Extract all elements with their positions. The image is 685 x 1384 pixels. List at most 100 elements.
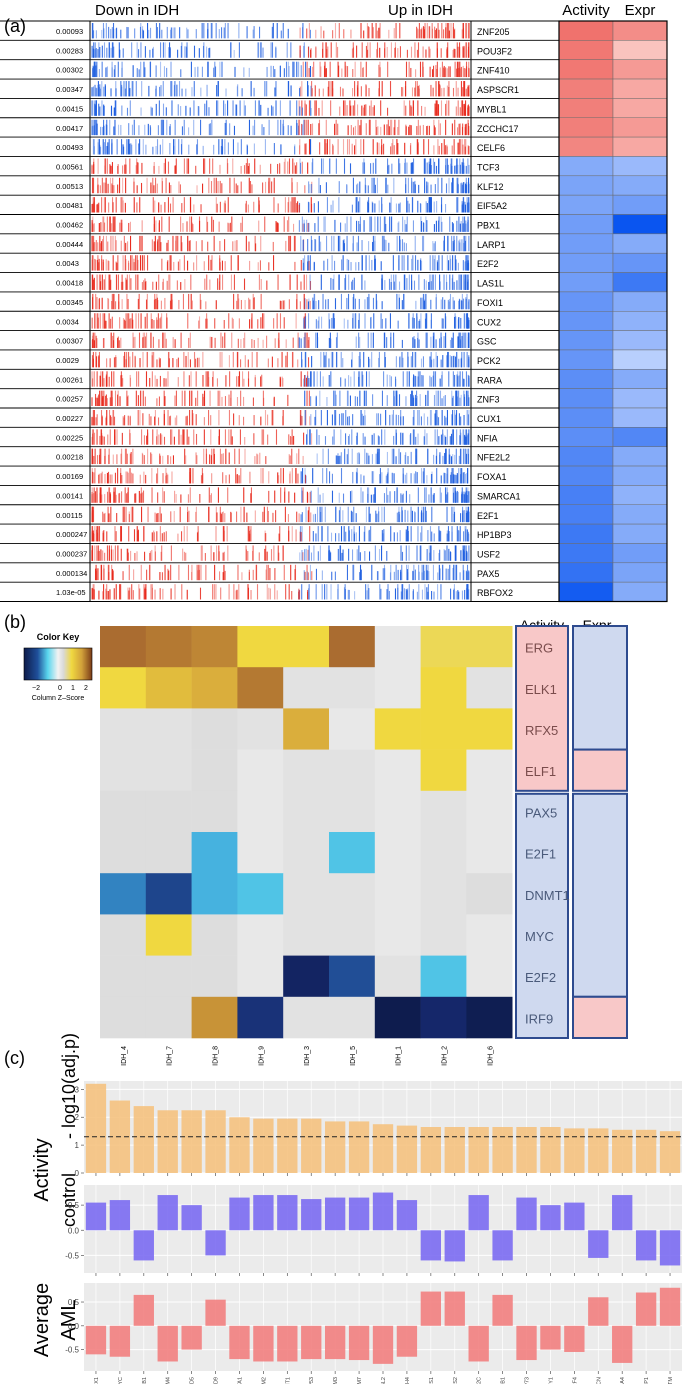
activity-expr-heatmap: [558, 20, 668, 603]
category-label: SMARCA4: [620, 1377, 626, 1384]
heat-cell: [612, 330, 668, 351]
y-tick-label: 0.0: [68, 1322, 80, 1331]
bar: [588, 1128, 609, 1173]
bar: [396, 1325, 418, 1357]
heat-cell: [612, 543, 668, 564]
pvalue-label: 0.00257: [56, 395, 83, 404]
bar: [659, 1287, 681, 1326]
zscore-cell: [145, 708, 192, 750]
tf-label: E2F1: [525, 847, 556, 862]
pvalue-label: 0.00115: [56, 511, 83, 520]
heat-cell: [558, 194, 614, 215]
gene-label: PAX5: [477, 569, 499, 579]
heat-cell: [558, 407, 614, 428]
bar: [444, 1230, 465, 1262]
bar: [109, 1200, 131, 1231]
heat-cell: [558, 465, 614, 486]
barcode-ticks: [91, 235, 470, 252]
barcode-ticks: [91, 526, 470, 542]
heat-cell: [558, 330, 614, 351]
heat-cell: [612, 369, 668, 389]
bar: [516, 1127, 537, 1173]
bar: [635, 1230, 657, 1261]
heat-cell: [558, 136, 614, 157]
pvalue-label: 0.00513: [56, 182, 83, 191]
category-label: SOS1: [429, 1377, 435, 1384]
tf-label: E2F2: [525, 970, 556, 985]
category-label: GATA1: [237, 1377, 243, 1384]
zscore-cell: [283, 955, 330, 998]
bar: [181, 1110, 202, 1173]
barcode-ticks: [92, 139, 470, 155]
panel-b-label: (b): [4, 612, 26, 632]
gene-label: LARP1: [477, 240, 506, 250]
gene-label: EIF5A2: [477, 201, 507, 211]
zscore-cell: [374, 873, 421, 915]
tf-label: MYC: [525, 929, 554, 944]
zscore-cell: [466, 626, 513, 668]
heat-cell: [612, 504, 668, 525]
y-tick-label: 0: [75, 1169, 80, 1178]
pvalue-label: 0.00418: [56, 279, 83, 288]
category-label: MYCN: [596, 1377, 602, 1384]
heat-cell: [558, 504, 614, 525]
heat-cell: [612, 581, 668, 602]
bar: [301, 1118, 322, 1173]
gene-label: CUX1: [477, 414, 501, 424]
y-tick-label: 2: [75, 1113, 80, 1122]
bar: [205, 1299, 226, 1326]
category-label: TP53: [309, 1377, 315, 1384]
zscore-cell: [329, 955, 376, 998]
category-label: RB1: [142, 1377, 148, 1384]
zscore-cell: [329, 667, 376, 709]
column-label: IDH_1: [396, 1046, 403, 1066]
zscore-cell: [420, 626, 467, 668]
pvalue-label: 0.00093: [56, 27, 83, 36]
zscore-cell: [283, 832, 330, 874]
barcode-ticks: [91, 371, 470, 387]
barcode-ticks: [91, 255, 470, 271]
heat-cell: [558, 388, 614, 409]
activity-down-box: [515, 792, 569, 1039]
heat-cell: [612, 40, 668, 60]
heat-cell: [558, 20, 614, 41]
bar: [277, 1325, 298, 1362]
tf-label: ERG: [525, 641, 553, 656]
zscore-cell: [466, 955, 513, 998]
zscore-cell: [191, 996, 238, 1039]
gene-label: KLF12: [477, 182, 504, 192]
bar: [85, 1202, 107, 1231]
heat-cell: [558, 233, 614, 254]
pvalue-label: 0.00347: [56, 85, 83, 94]
bar: [420, 1291, 442, 1326]
y-label-top: - log10(adj.p): [59, 1033, 79, 1139]
heat-cell: [612, 98, 668, 119]
zscore-cell: [329, 914, 376, 956]
zscore-cell: [145, 873, 192, 915]
zscore-cell: [191, 667, 238, 709]
pvalue-label: 0.00444: [56, 240, 83, 249]
tf-label: ELK1: [525, 682, 557, 697]
expr-box: [572, 748, 628, 792]
category-label: MCM7: [357, 1377, 363, 1384]
activity-header-a: Activity: [562, 2, 610, 19]
zscore-cell: [329, 832, 376, 874]
gene-label: PCK2: [477, 356, 501, 366]
zscore-cell: [237, 914, 284, 956]
barcode-ticks: [91, 216, 470, 232]
gene-label: MYBL1: [477, 104, 507, 114]
zscore-cell: [420, 667, 467, 709]
pvalue-label: 0.00493: [56, 143, 83, 152]
gene-label: ZNF205: [477, 27, 510, 37]
category-label: SMAD5: [190, 1377, 196, 1384]
category-label: NR1H4: [405, 1377, 411, 1384]
zscore-cell: [145, 955, 192, 998]
bar: [516, 1197, 537, 1231]
zscore-cell: [466, 832, 513, 874]
zscore-cell: [420, 955, 467, 998]
heat-cell: [612, 136, 668, 157]
gene-label: NFIA: [477, 433, 498, 443]
zscore-cell: [329, 626, 376, 668]
bar: [396, 1200, 418, 1231]
gene-label: E2F1: [477, 511, 499, 521]
